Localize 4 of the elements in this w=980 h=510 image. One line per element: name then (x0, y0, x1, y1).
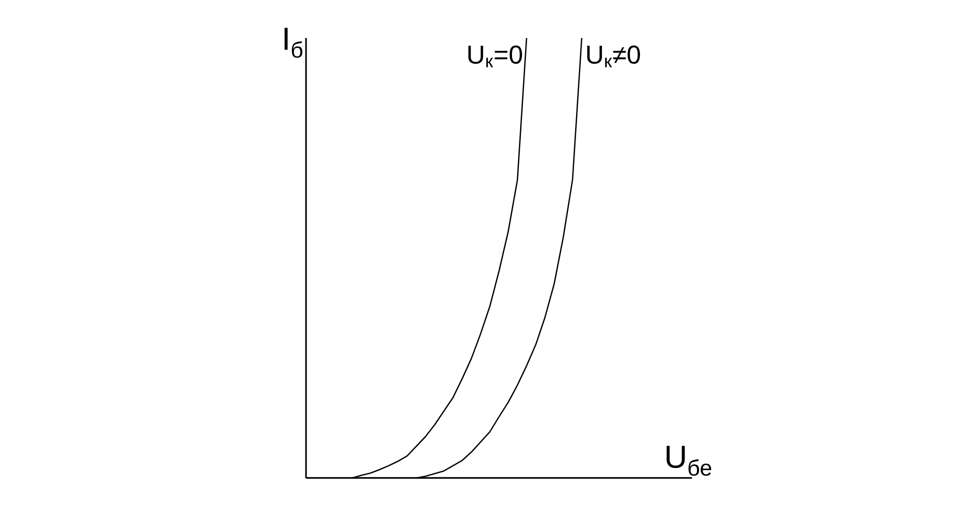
y-axis-title: I$_{б}$ (284, 28, 302, 58)
series-label: U$_{к}$=0 (468, 46, 522, 68)
series-label: U$_{к}$≠0 (587, 46, 640, 68)
x-axis-title: U$_{бе}$ (666, 446, 712, 476)
